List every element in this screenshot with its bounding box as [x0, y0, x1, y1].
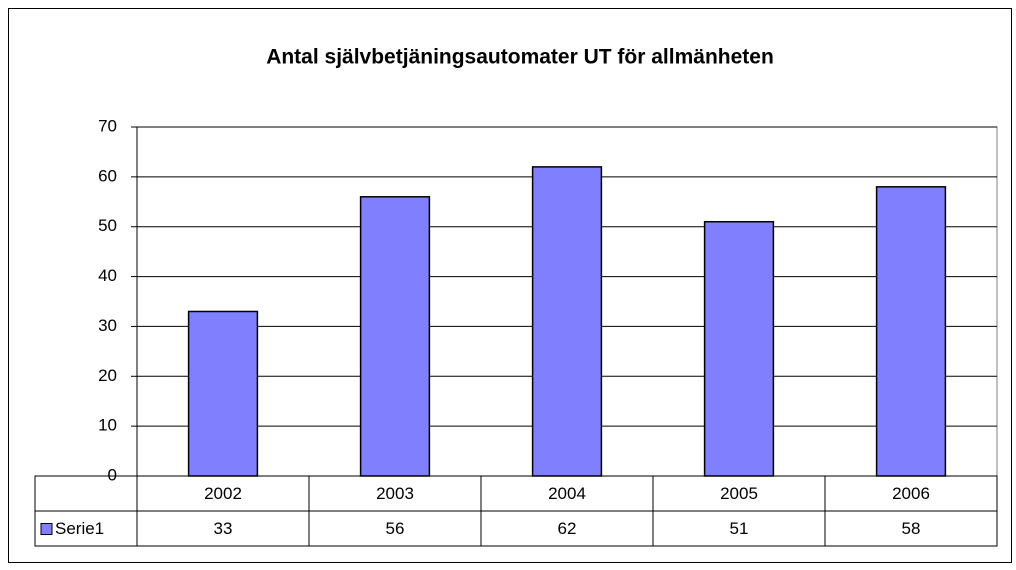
table-value: 62 — [558, 519, 577, 538]
y-tick-label: 40 — [98, 266, 117, 285]
bar — [875, 186, 947, 477]
y-tick-label: 30 — [98, 316, 117, 335]
y-tick-label: 50 — [98, 216, 117, 235]
x-tick-label: 2003 — [376, 484, 414, 503]
x-tick-label: 2005 — [720, 484, 758, 503]
y-tick-label: 20 — [98, 366, 117, 385]
x-tick-label: 2004 — [548, 484, 586, 503]
table-value: 33 — [214, 519, 233, 538]
bar — [703, 220, 775, 477]
legend-label: Serie1 — [55, 519, 104, 538]
legend-key — [40, 523, 53, 535]
bar — [531, 166, 603, 477]
y-tick-label: 70 — [98, 116, 117, 135]
y-tick-label: 0 — [108, 465, 117, 484]
table-value: 56 — [386, 519, 405, 538]
chart-title: Antal självbetjäningsautomater UT för al… — [266, 46, 774, 69]
bar — [359, 196, 431, 477]
y-tick-label: 10 — [98, 416, 117, 435]
x-tick-label: 2002 — [204, 484, 242, 503]
x-tick-label: 2006 — [892, 484, 930, 503]
y-tick-label: 60 — [98, 166, 117, 185]
bar — [187, 310, 259, 477]
table-value: 58 — [902, 519, 921, 538]
table-value: 51 — [730, 519, 749, 538]
